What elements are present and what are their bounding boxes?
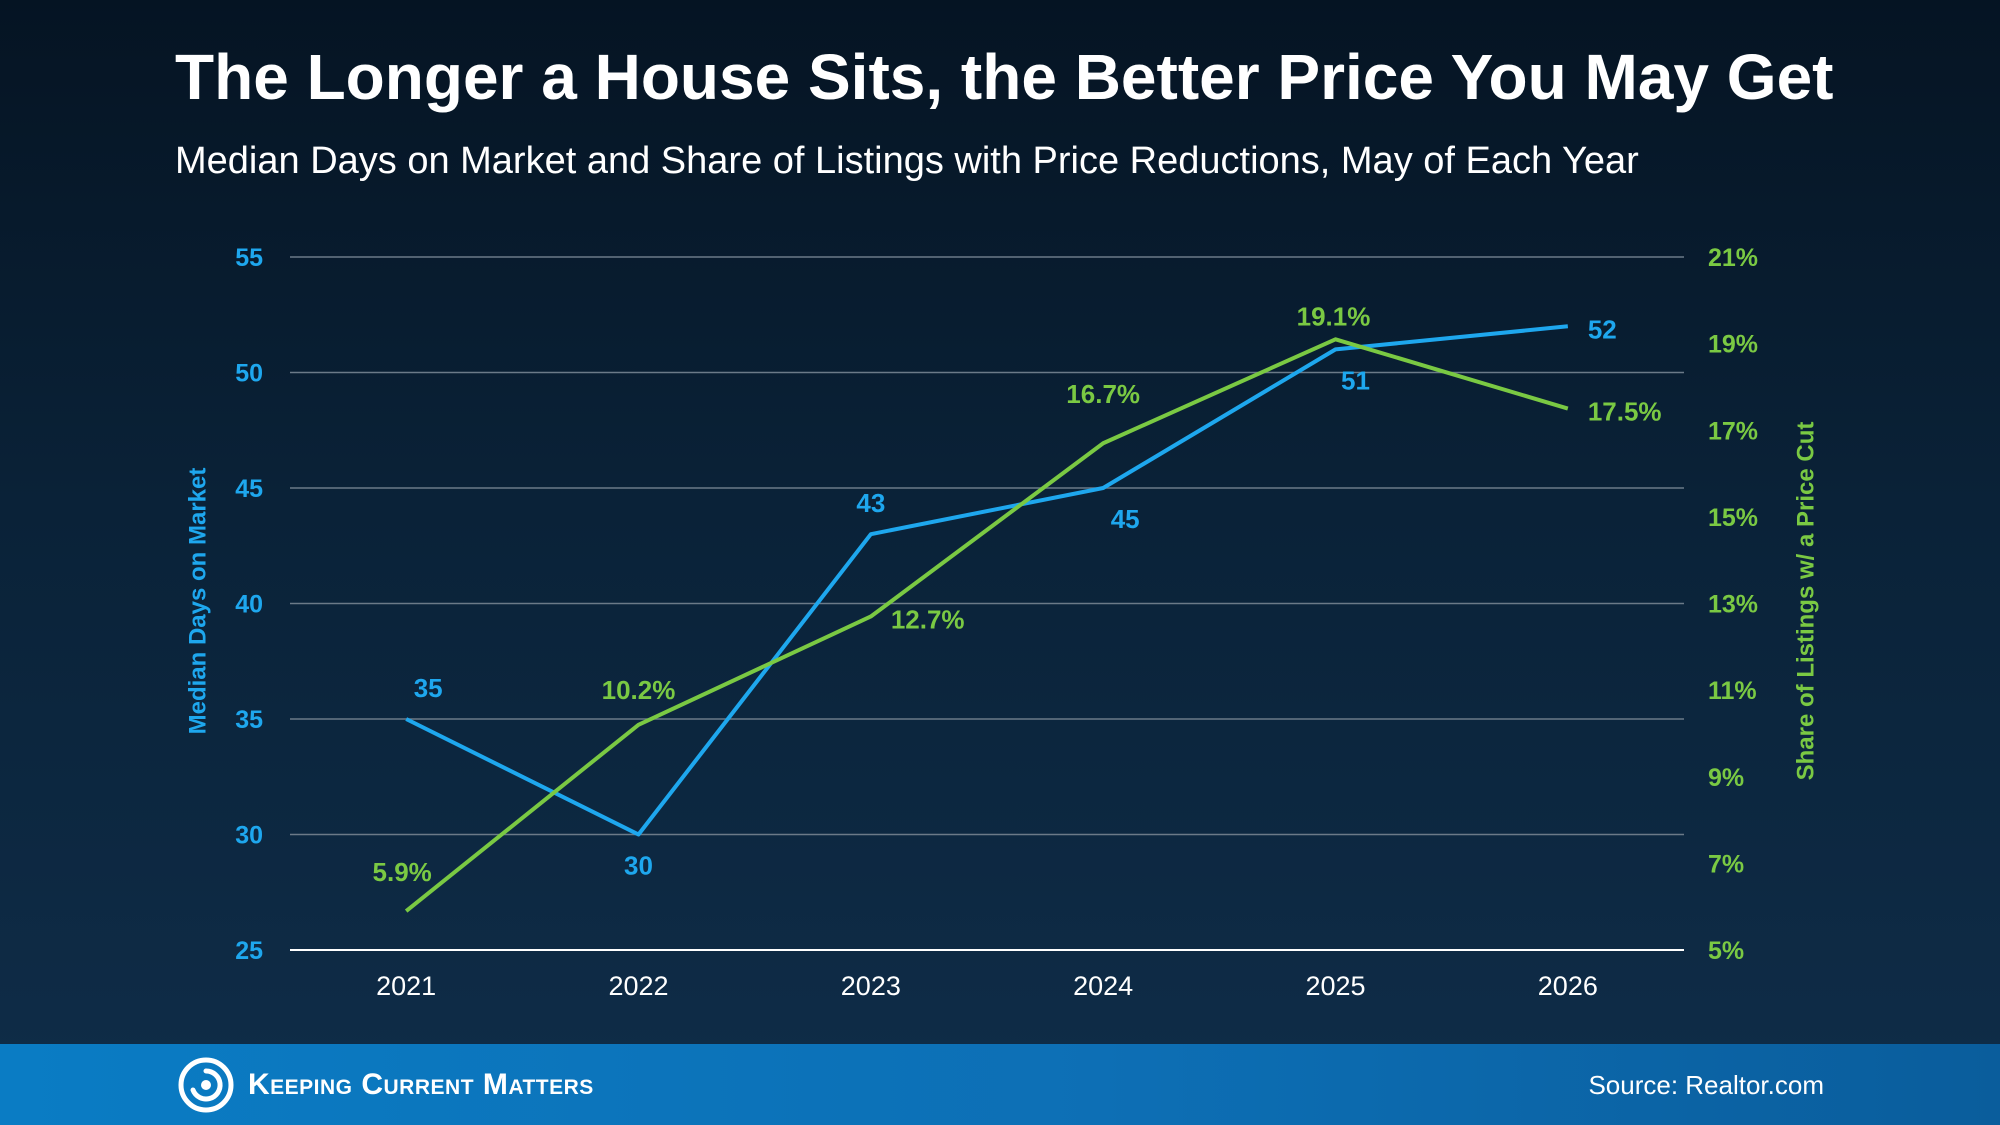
y-axis-right-label: Share of Listings w/ a Price Cut <box>1791 421 1819 780</box>
brand-name: Keeping Current Matters <box>248 1068 594 1101</box>
y-right-tick-label: 13% <box>1708 591 1758 619</box>
price-cut-data-label: 10.2% <box>602 675 676 705</box>
price-cut-line <box>404 337 1569 913</box>
y-axis-left-label: Median Days on Market <box>183 467 211 734</box>
y-left-tick-label: 45 <box>235 475 263 503</box>
y-right-tick-label: 21% <box>1708 244 1758 272</box>
price-cut-data-label: 17.5% <box>1588 397 1662 427</box>
y-left-tick-label: 25 <box>235 937 263 965</box>
x-tick-label: 2021 <box>376 971 436 1001</box>
y-left-tick-label: 35 <box>235 706 263 734</box>
days-data-label: 43 <box>856 488 885 518</box>
y-right-tick-label: 17% <box>1708 417 1758 445</box>
x-tick-label: 2025 <box>1305 971 1365 1001</box>
y-left-tick-label: 55 <box>235 244 263 272</box>
days-on-market-line <box>405 324 1569 837</box>
x-tick-label: 2023 <box>841 971 901 1001</box>
y-left-tick-label: 40 <box>235 591 263 619</box>
y-right-tick-label: 7% <box>1708 850 1744 878</box>
y-left-tick-label: 30 <box>235 822 263 850</box>
days-data-label: 30 <box>624 851 653 881</box>
y-right-tick-label: 19% <box>1708 331 1758 359</box>
price-cut-data-label: 19.1% <box>1297 301 1371 331</box>
dual-axis-line-chart: 25 30 35 40 45 50 55 5% 7% 9% 11% 13% 15% 17% 19% 21% 20… <box>235 244 1759 1001</box>
price-cut-data-label: 16.7% <box>1066 379 1140 409</box>
source-text: Source: Realtor.com <box>1588 1070 1824 1100</box>
x-tick-label: 2024 <box>1073 971 1133 1001</box>
footer-bar: Keeping Current Matters Source: Realtor.… <box>0 1044 2000 1125</box>
y-right-tick-label: 9% <box>1708 764 1744 792</box>
kcm-swirl-icon <box>178 1057 234 1113</box>
price-cut-data-label: 12.7% <box>891 604 965 634</box>
y-left-tick-label: 50 <box>235 360 263 388</box>
y-right-tick-label: 15% <box>1708 504 1758 532</box>
x-tick-label: 2026 <box>1538 971 1598 1001</box>
chart-title: The Longer a House Sits, the Better Pric… <box>175 41 1834 113</box>
days-data-label: 52 <box>1588 314 1617 344</box>
x-tick-label: 2022 <box>608 971 668 1001</box>
days-data-label: 45 <box>1111 504 1140 534</box>
y-right-tick-label: 5% <box>1708 937 1744 965</box>
days-data-label: 35 <box>414 673 443 703</box>
price-cut-data-label: 5.9% <box>373 857 432 887</box>
y-right-tick-label: 11% <box>1708 677 1757 705</box>
days-data-label: 51 <box>1341 365 1370 395</box>
chart-subtitle: Median Days on Market and Share of Listi… <box>175 140 1639 182</box>
